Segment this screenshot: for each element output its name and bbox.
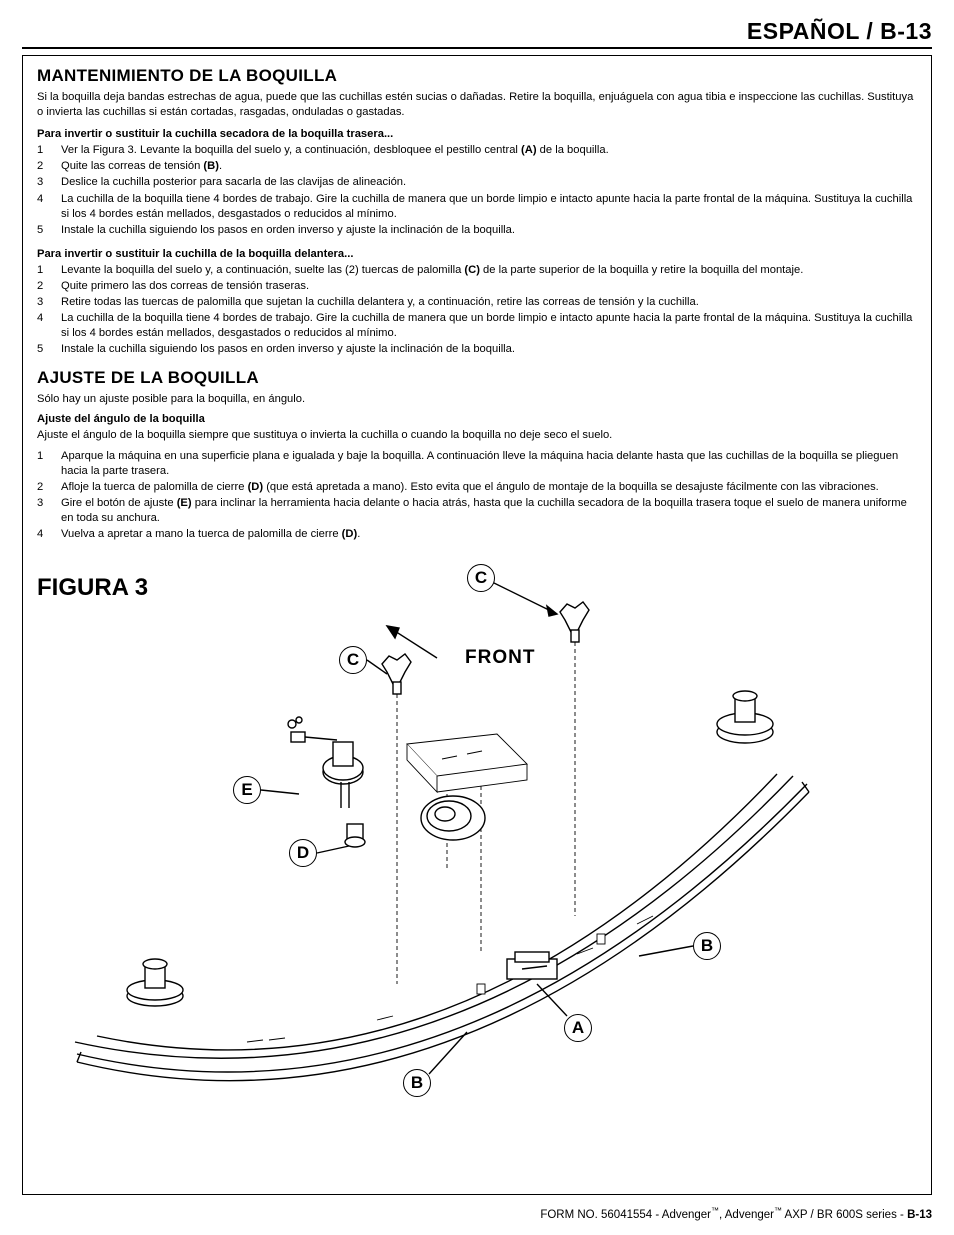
- step-item: 2Quite las correas de tensión (B).: [37, 159, 917, 174]
- page-header: ESPAÑOL / B-13: [22, 18, 932, 49]
- footer-page: B-13: [907, 1209, 932, 1221]
- step-item: 4Vuelva a apretar a mano la tuerca de pa…: [37, 527, 917, 542]
- step-item: 3Deslice la cuchilla posterior para saca…: [37, 175, 917, 190]
- sub2-title: Para invertir o sustituir la cuchilla de…: [37, 248, 917, 260]
- step-item: 1Ver la Figura 3. Levante la boquilla de…: [37, 143, 917, 158]
- step-item: 3Gire el botón de ajuste (E) para inclin…: [37, 496, 917, 526]
- tm-icon: ™: [774, 1206, 782, 1215]
- step-item: 2Afloje la tuerca de palomilla de cierre…: [37, 480, 917, 495]
- step-item: 5Instale la cuchilla siguiendo los pasos…: [37, 342, 917, 357]
- section1-title: MANTENIMIENTO DE LA BOQUILLA: [37, 66, 917, 86]
- footer-mid: , Advenger: [719, 1209, 774, 1221]
- content-frame: MANTENIMIENTO DE LA BOQUILLA Si la boqui…: [22, 55, 932, 1195]
- step-item: 2Quite primero las dos correas de tensió…: [37, 279, 917, 294]
- page-footer: FORM NO. 56041554 - Advenger™, Advenger™…: [540, 1206, 932, 1221]
- step-item: 4La cuchilla de la boquilla tiene 4 bord…: [37, 311, 917, 341]
- sub1-steps: 1Ver la Figura 3. Levante la boquilla de…: [37, 143, 917, 238]
- step-item: 5Instale la cuchilla siguiendo los pasos…: [37, 223, 917, 238]
- section2-steps: 1Aparque la máquina en una superficie pl…: [37, 449, 917, 543]
- tm-icon: ™: [711, 1206, 719, 1215]
- section2-sub-intro: Ajuste el ángulo de la boquilla siempre …: [37, 428, 917, 443]
- step-item: 3Retire todas las tuercas de palomilla q…: [37, 295, 917, 310]
- step-item: 4La cuchilla de la boquilla tiene 4 bord…: [37, 192, 917, 222]
- section1-intro: Si la boquilla deja bandas estrechas de …: [37, 90, 917, 120]
- sub2-steps: 1Levante la boquilla del suelo y, a cont…: [37, 263, 917, 358]
- footer-prefix: FORM NO. 56041554 - Advenger: [540, 1209, 711, 1221]
- front-label: FRONT: [465, 647, 535, 669]
- figure-area: FIGURA 3: [37, 564, 917, 1124]
- section2-sub-title: Ajuste del ángulo de la boquilla: [37, 413, 917, 425]
- footer-suffix: AXP / BR 600S series -: [782, 1209, 907, 1221]
- section2-title: AJUSTE DE LA BOQUILLA: [37, 368, 917, 388]
- step-item: 1Levante la boquilla del suelo y, a cont…: [37, 263, 917, 278]
- section2-intro: Sólo hay un ajuste posible para la boqui…: [37, 392, 917, 407]
- step-item: 1Aparque la máquina en una superficie pl…: [37, 449, 917, 479]
- sub1-title: Para invertir o sustituir la cuchilla se…: [37, 128, 917, 140]
